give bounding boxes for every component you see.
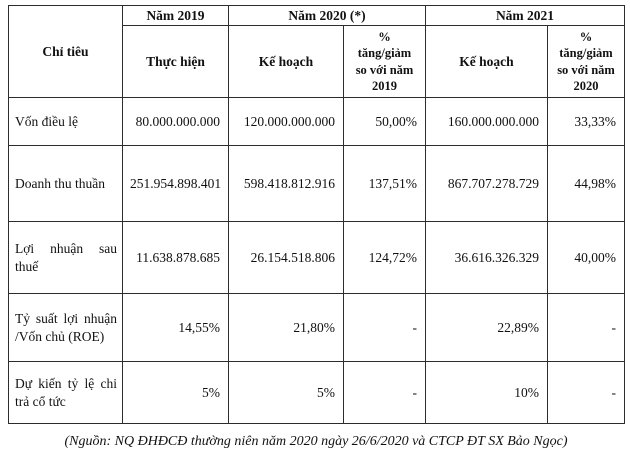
value-cell: -	[343, 293, 426, 362]
value-cell: 22,89%	[425, 293, 548, 362]
value-cell: 5%	[122, 361, 229, 424]
value-cell: 867.707.278.729	[425, 145, 548, 222]
value-cell: -	[547, 293, 625, 362]
value-cell: 26.154.518.806	[228, 221, 344, 294]
value-cell: 21,80%	[228, 293, 344, 362]
value-cell: 14,55%	[122, 293, 229, 362]
value-cell: 137,51%	[343, 145, 426, 222]
subheader-ke-hoach-2021: Kế hoạch	[425, 25, 548, 98]
row-label: Dự kiến tỷ lệ chi trả cổ tức	[8, 361, 123, 424]
row-label: Doanh thu thuần	[8, 145, 123, 222]
header-row-years: Chỉ tiêu Năm 2019 Năm 2020 (*) Năm 2021	[8, 5, 625, 98]
value-cell: 11.638.878.685	[122, 221, 229, 294]
subheader-thuc-hien: Thực hiện	[122, 25, 229, 98]
document-page: Chỉ tiêu Năm 2019 Năm 2020 (*) Năm 2021 …	[0, 5, 630, 459]
header-nam-2020: Năm 2020 (*)	[228, 5, 426, 26]
financial-plan-table: Chỉ tiêu Năm 2019 Năm 2020 (*) Năm 2021 …	[8, 5, 625, 424]
subheader-ke-hoach-2020: Kế hoạch	[228, 25, 344, 98]
table-row-co-tuc: Dự kiến tỷ lệ chi trả cổ tức 5% 5% - 10%…	[8, 361, 625, 424]
header-nam-2019: Năm 2019	[122, 5, 229, 26]
table-row-ty-suat-roe: Tỷ suất lợi nhuận /Vốn chủ (ROE) 14,55% …	[8, 293, 625, 362]
value-cell: 10%	[425, 361, 548, 424]
header-nam-2021: Năm 2021	[425, 5, 625, 26]
value-cell: 36.616.326.329	[425, 221, 548, 294]
header-row-sub: Thực hiện Kế hoạch % tăng/giảm so với nă…	[9, 25, 625, 98]
row-label: Vốn điều lệ	[8, 97, 123, 146]
row-label: Lợi nhuận sau thuế	[8, 221, 123, 294]
value-cell: 251.954.898.401	[122, 145, 229, 222]
value-cell: 40,00%	[547, 221, 625, 294]
value-cell: 44,98%	[547, 145, 625, 222]
value-cell: 124,72%	[343, 221, 426, 294]
subheader-pct-vs-2020: % tăng/giảm so với năm 2020	[547, 25, 625, 98]
table-row-doanh-thu-thuan: Doanh thu thuần 251.954.898.401 598.418.…	[8, 145, 625, 222]
value-cell: 80.000.000.000	[122, 97, 229, 146]
row-label: Tỷ suất lợi nhuận /Vốn chủ (ROE)	[8, 293, 123, 362]
value-cell: 50,00%	[343, 97, 426, 146]
header-chi-tieu: Chỉ tiêu	[8, 5, 123, 98]
value-cell: 5%	[228, 361, 344, 424]
table-row-von-dieu-le: Vốn điều lệ 80.000.000.000 120.000.000.0…	[8, 97, 625, 146]
value-cell: 120.000.000.000	[228, 97, 344, 146]
subheader-pct-vs-2019: % tăng/giảm so với năm 2019	[343, 25, 426, 98]
value-cell: 160.000.000.000	[425, 97, 548, 146]
table-row-loi-nhuan-sau-thue: Lợi nhuận sau thuế 11.638.878.685 26.154…	[8, 221, 625, 294]
value-cell: -	[343, 361, 426, 424]
value-cell: 33,33%	[547, 97, 625, 146]
value-cell: 598.418.812.916	[228, 145, 344, 222]
value-cell: -	[547, 361, 625, 424]
source-note: (Nguồn: NQ ĐHĐCĐ thường niên năm 2020 ng…	[64, 434, 568, 449]
